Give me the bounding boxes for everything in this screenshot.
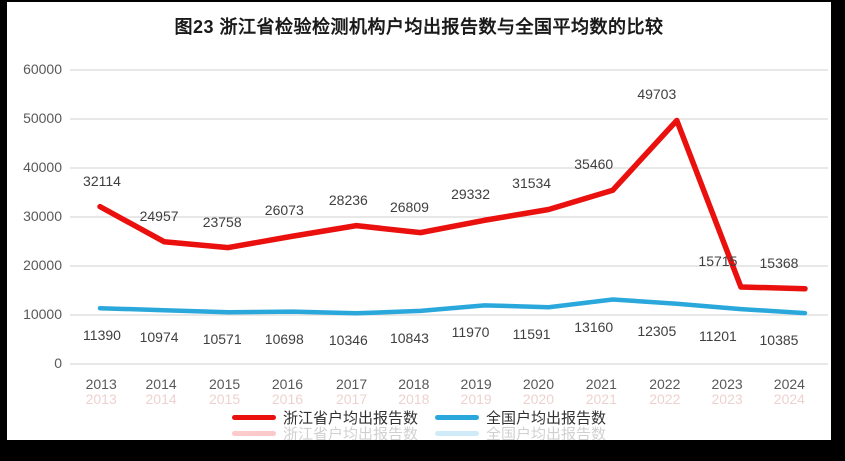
x-tick-label: 2018 bbox=[398, 376, 430, 392]
legend-ghost-item-national: 全国户均出报告数 bbox=[435, 423, 606, 444]
x-tick-label: 2014 bbox=[145, 376, 177, 392]
data-label-zhejiang: 32114 bbox=[83, 172, 121, 189]
window-frame-right bbox=[831, 0, 845, 461]
x-tick-ghost-label: 2013 bbox=[85, 391, 117, 407]
series-line-national bbox=[97, 297, 808, 316]
legend: 浙江省户均出报告数 全国户均出报告数 bbox=[0, 407, 838, 428]
data-label-national: 10698 bbox=[264, 330, 304, 347]
data-label-zhejiang: 31534 bbox=[512, 175, 552, 192]
x-tick-ghost-label: 2014 bbox=[145, 391, 177, 407]
chart-title: 图23 浙江省检验检测机构户均出报告数与全国平均数的比较 bbox=[174, 17, 664, 37]
data-label-zhejiang: 29332 bbox=[451, 186, 490, 203]
y-tick-label: 40000 bbox=[23, 159, 62, 175]
legend-item-zhejiang: 浙江省户均出报告数 bbox=[231, 407, 418, 428]
data-label-zhejiang: 49703 bbox=[637, 86, 677, 103]
legend-label-zhejiang: 浙江省户均出报告数 bbox=[282, 410, 418, 427]
legend-item-national: 全国户均出报告数 bbox=[435, 407, 606, 428]
x-tick-label: 2015 bbox=[209, 376, 241, 392]
data-label-zhejiang: 23758 bbox=[202, 213, 242, 230]
data-label-zhejiang: 26809 bbox=[389, 198, 429, 215]
legend-ghost: 浙江省户均出报告数 全国户均出报告数 bbox=[0, 423, 838, 444]
data-label-national: 12305 bbox=[637, 322, 677, 339]
x-tick-label: 2016 bbox=[271, 376, 304, 392]
series-line-zhejiang bbox=[97, 117, 808, 292]
x-tick-ghost-label: 2021 bbox=[585, 391, 617, 407]
data-label-national: 11201 bbox=[698, 328, 737, 345]
y-tick-label: 0 bbox=[54, 355, 62, 371]
legend-ghost-line-red bbox=[231, 431, 276, 436]
y-tick-label: 50000 bbox=[23, 110, 62, 126]
x-tick-label: 2024 bbox=[773, 376, 805, 392]
x-tick-label: 2021 bbox=[585, 376, 617, 392]
data-label-national: 10346 bbox=[328, 332, 368, 349]
data-label-national: 13160 bbox=[574, 318, 614, 335]
data-label-national: 11591 bbox=[512, 326, 551, 343]
x-tick-ghost-label: 2020 bbox=[522, 391, 554, 407]
x-tick-ghost-label: 2017 bbox=[335, 391, 368, 407]
data-label-national: 11970 bbox=[451, 324, 490, 341]
data-label-zhejiang: 28236 bbox=[328, 191, 368, 208]
data-label-zhejiang: 24957 bbox=[139, 207, 179, 224]
x-tick-label: 2017 bbox=[335, 376, 368, 392]
data-label-national: 10974 bbox=[139, 329, 179, 346]
data-label-zhejiang: 15368 bbox=[759, 254, 799, 271]
data-label-national: 11390 bbox=[83, 327, 121, 344]
x-tick-label: 2013 bbox=[85, 376, 117, 392]
legend-ghost-label-national: 全国户均出报告数 bbox=[486, 426, 607, 443]
x-tick-ghost-label: 2022 bbox=[649, 391, 681, 407]
legend-ghost-line-blue bbox=[435, 431, 479, 436]
x-tick-ghost-label: 2019 bbox=[460, 391, 492, 407]
x-tick-ghost-label: 2018 bbox=[398, 391, 430, 407]
legend-line-blue bbox=[435, 415, 479, 420]
data-label-zhejiang: 35460 bbox=[574, 156, 614, 173]
data-label-national: 10571 bbox=[202, 331, 242, 348]
x-tick-ghost-label: 2015 bbox=[209, 391, 241, 407]
legend-label-national: 全国户均出报告数 bbox=[486, 410, 607, 427]
legend-ghost-item-zhejiang: 浙江省户均出报告数 bbox=[231, 423, 418, 444]
data-label-national: 10385 bbox=[759, 332, 799, 349]
x-tick-label: 2022 bbox=[649, 376, 681, 392]
x-tick-label: 2019 bbox=[460, 376, 492, 392]
x-tick-ghost-label: 2016 bbox=[271, 391, 304, 407]
legend-ghost-label-zhejiang: 浙江省户均出报告数 bbox=[282, 426, 418, 443]
legend-line-red bbox=[231, 415, 276, 420]
x-tick-label: 2023 bbox=[711, 376, 743, 392]
x-tick-ghost-label: 2023 bbox=[711, 391, 743, 407]
data-label-zhejiang: 15715 bbox=[698, 252, 738, 269]
data-label-national: 10843 bbox=[389, 329, 429, 346]
x-tick-ghost-label: 2024 bbox=[773, 391, 805, 407]
window-frame-top bbox=[0, 0, 845, 2]
data-label-zhejiang: 26073 bbox=[264, 202, 304, 219]
y-tick-label: 10000 bbox=[23, 306, 62, 322]
x-tick-label: 2020 bbox=[522, 376, 554, 392]
window-frame-bottom bbox=[0, 440, 845, 461]
y-tick-label: 60000 bbox=[23, 61, 62, 77]
window-frame-left bbox=[0, 0, 7, 461]
y-tick-label: 30000 bbox=[23, 208, 62, 224]
y-tick-label: 20000 bbox=[23, 257, 62, 273]
